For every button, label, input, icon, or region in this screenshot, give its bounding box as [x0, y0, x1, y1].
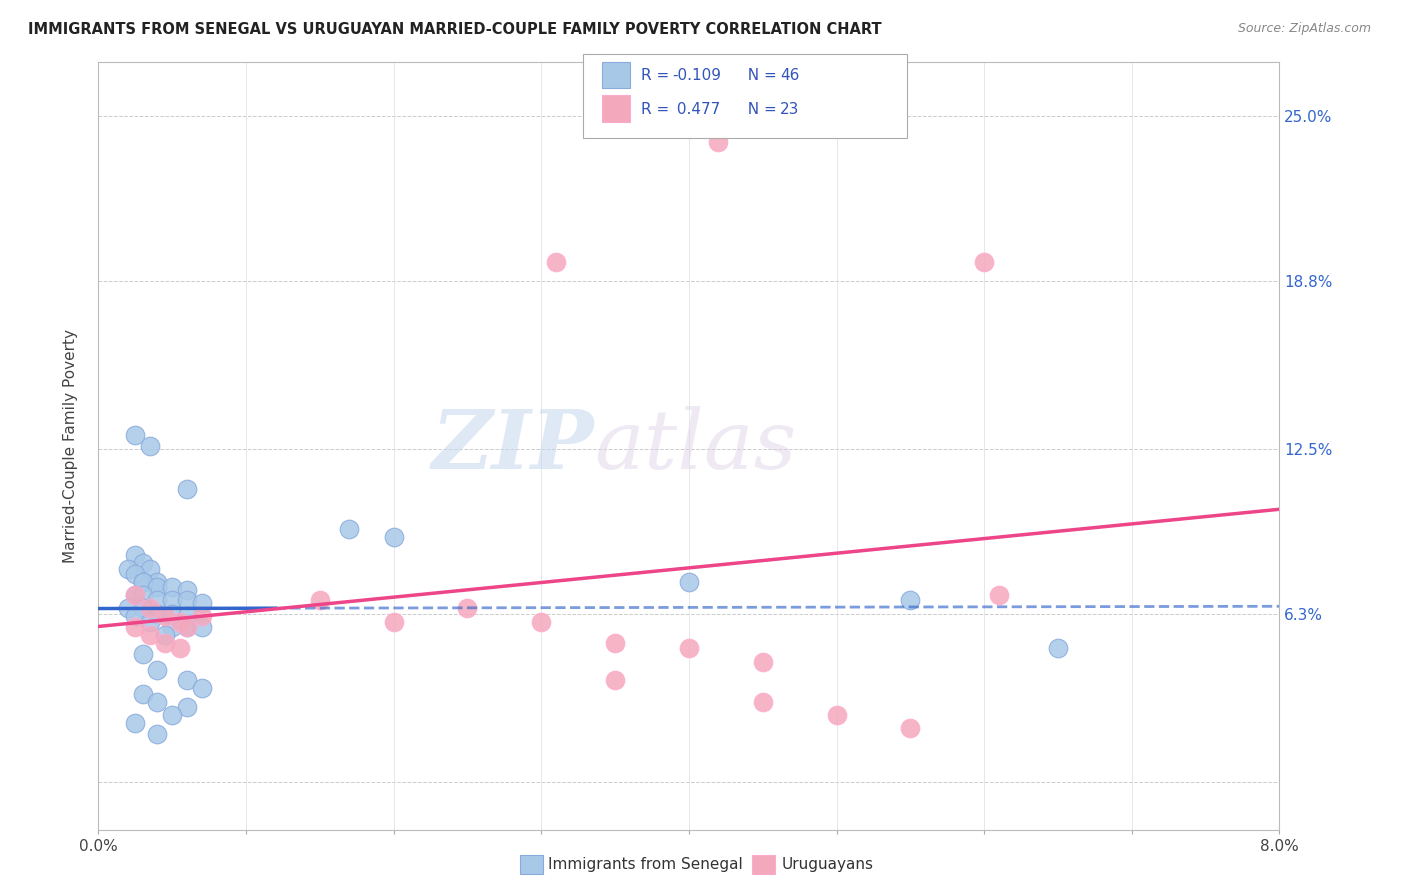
Y-axis label: Married-Couple Family Poverty: Married-Couple Family Poverty: [63, 329, 79, 563]
Point: [900, 593, 922, 607]
Text: 46: 46: [780, 69, 800, 83]
Point: [530, 615, 553, 629]
Point: [139, 561, 162, 575]
Point: [146, 726, 169, 740]
Point: [169, 615, 191, 629]
Point: [139, 628, 162, 642]
Text: N =: N =: [738, 103, 782, 117]
Point: [162, 708, 183, 723]
Point: [124, 588, 146, 602]
Point: [146, 695, 169, 709]
Text: atlas: atlas: [595, 406, 797, 486]
Point: [900, 722, 922, 736]
Text: ZIP: ZIP: [432, 406, 595, 486]
Point: [752, 655, 775, 669]
Text: Immigrants from Senegal: Immigrants from Senegal: [548, 857, 744, 871]
Point: [124, 609, 146, 624]
Point: [176, 582, 198, 597]
Text: N =: N =: [738, 69, 782, 83]
Point: [457, 601, 479, 615]
Point: [191, 620, 214, 634]
Point: [132, 687, 155, 701]
Point: [707, 136, 730, 150]
Point: [124, 548, 146, 562]
Point: [132, 647, 155, 661]
Point: [678, 574, 700, 589]
Point: [176, 620, 198, 634]
Text: Uruguayans: Uruguayans: [782, 857, 873, 871]
Point: [1046, 641, 1070, 656]
Point: [139, 615, 162, 629]
Text: Source: ZipAtlas.com: Source: ZipAtlas.com: [1237, 22, 1371, 36]
Point: [124, 620, 146, 634]
Point: [176, 620, 198, 634]
Point: [132, 588, 155, 602]
Point: [124, 428, 146, 442]
Point: [191, 596, 214, 610]
Text: -0.109: -0.109: [672, 69, 721, 83]
Text: R =: R =: [641, 69, 675, 83]
Point: [176, 593, 198, 607]
Point: [169, 641, 191, 656]
Text: IMMIGRANTS FROM SENEGAL VS URUGUAYAN MARRIED-COUPLE FAMILY POVERTY CORRELATION C: IMMIGRANTS FROM SENEGAL VS URUGUAYAN MAR…: [28, 22, 882, 37]
Point: [162, 580, 183, 594]
Point: [605, 636, 627, 650]
Point: [176, 673, 198, 688]
Point: [825, 708, 848, 723]
Point: [176, 482, 198, 496]
Point: [132, 556, 155, 570]
Point: [309, 593, 332, 607]
Point: [139, 439, 162, 453]
Point: [146, 663, 169, 677]
Point: [191, 681, 214, 696]
Point: [752, 695, 775, 709]
Text: 0.477: 0.477: [672, 103, 720, 117]
Point: [546, 255, 568, 269]
Point: [146, 580, 169, 594]
Point: [176, 609, 198, 624]
Point: [339, 522, 361, 536]
Point: [146, 593, 169, 607]
Point: [162, 620, 183, 634]
Point: [132, 574, 155, 589]
Point: [153, 628, 176, 642]
Point: [124, 588, 146, 602]
Point: [117, 561, 139, 575]
Point: [153, 609, 176, 624]
Point: [146, 607, 169, 621]
Point: [988, 588, 1011, 602]
Text: 23: 23: [780, 103, 800, 117]
Point: [146, 574, 169, 589]
Point: [162, 607, 183, 621]
Point: [191, 609, 214, 624]
Point: [132, 574, 155, 589]
Point: [162, 593, 183, 607]
Point: [382, 615, 405, 629]
Point: [124, 716, 146, 731]
Point: [153, 636, 176, 650]
Point: [678, 641, 700, 656]
Point: [176, 700, 198, 714]
Point: [117, 601, 139, 615]
Point: [382, 530, 405, 544]
Point: [132, 601, 155, 615]
Point: [139, 601, 162, 615]
Point: [124, 566, 146, 581]
Point: [973, 255, 995, 269]
Text: R =: R =: [641, 103, 675, 117]
Point: [605, 673, 627, 688]
